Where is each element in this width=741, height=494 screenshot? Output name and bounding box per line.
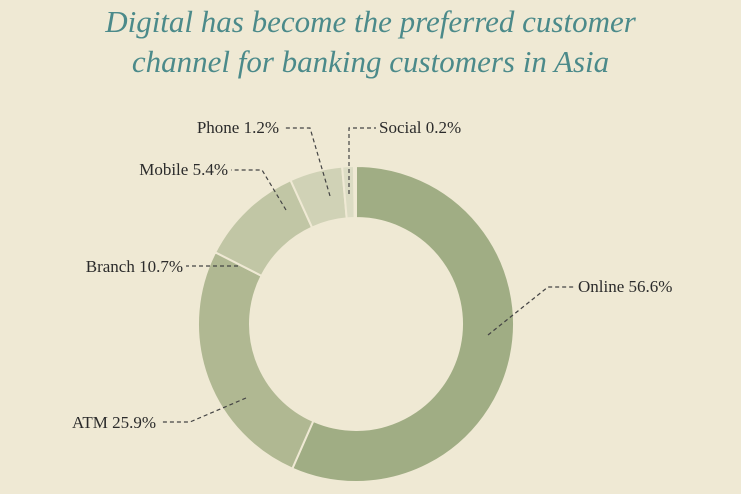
slice-online [291,164,515,483]
slice-social [353,164,357,220]
slice-atm [197,250,315,470]
slice-labels: Online 56.6% ATM 25.9% Branch 10.7% Mobile … [72,118,673,432]
leader-line-social [348,127,376,194]
slice-label-atm: ATM 25.9% [72,413,156,432]
chart-title: Digital has become the preferred custome… [0,2,741,82]
slice-label-online: Online 56.6% [578,277,672,296]
leader-line-phone [284,127,331,197]
donut-slices [197,164,515,483]
leader-line-mobile [231,169,287,211]
slice-label-mobile: Mobile 5.4% [139,160,228,179]
slice-label-phone: Phone 1.2% [197,118,279,137]
leader-line-online [487,286,574,336]
slice-label-branch: Branch 10.7% [86,257,183,276]
chart-title-line-1: Digital has become the preferred custome… [105,4,636,39]
chart-title-line-2: channel for banking customers in Asia [131,44,610,79]
leader-line-atm [160,397,247,423]
slice-label-social: Social 0.2% [379,118,461,137]
